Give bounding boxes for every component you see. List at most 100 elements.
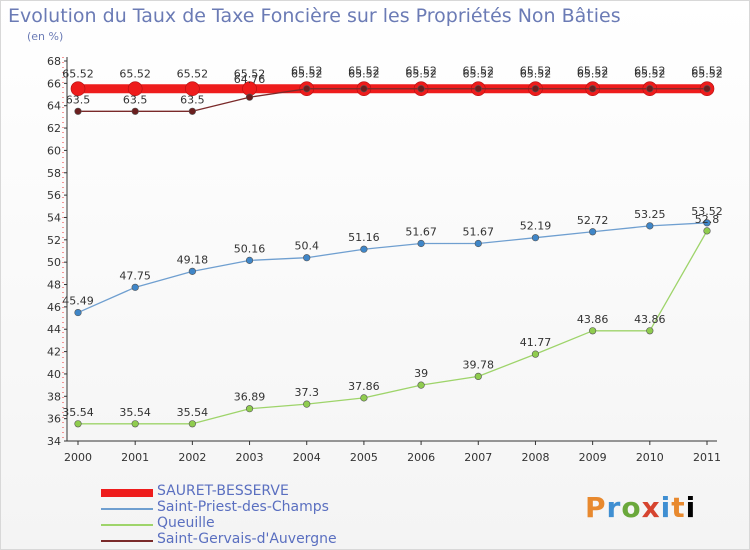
y-tick-label: 62 bbox=[47, 122, 61, 135]
data-label: 39.78 bbox=[463, 358, 495, 371]
legend-swatch bbox=[101, 508, 153, 510]
data-point bbox=[303, 85, 311, 93]
data-label: 51.67 bbox=[405, 226, 437, 239]
x-tick-label: 2004 bbox=[293, 451, 321, 464]
data-point bbox=[646, 327, 654, 335]
x-tick-label: 2011 bbox=[693, 451, 721, 464]
data-label: 65.52 bbox=[405, 65, 437, 78]
data-label: 43.86 bbox=[634, 313, 666, 326]
x-tick-label: 2008 bbox=[521, 451, 549, 464]
series-line bbox=[78, 88, 707, 112]
data-label: 52.72 bbox=[577, 214, 609, 227]
data-label: 65.52 bbox=[291, 68, 323, 81]
y-tick-label: 36 bbox=[47, 413, 61, 426]
data-point bbox=[703, 85, 711, 93]
data-point bbox=[360, 85, 368, 93]
chart-title: Evolution du Taux de Taxe Foncière sur l… bbox=[8, 5, 621, 27]
y-tick-label: 54 bbox=[47, 211, 61, 224]
legend-label: Queuille bbox=[157, 515, 215, 531]
series-line bbox=[78, 230, 708, 425]
legend-swatch bbox=[101, 489, 153, 497]
x-tick-label: 2009 bbox=[579, 451, 607, 464]
data-point bbox=[188, 107, 196, 115]
legend-label: Saint-Gervais-d'Auvergne bbox=[157, 531, 337, 547]
data-label: 52.19 bbox=[520, 220, 552, 233]
y-tick-label: 66 bbox=[47, 77, 61, 90]
data-point bbox=[74, 420, 82, 428]
data-point bbox=[360, 394, 368, 402]
data-label: 65.52 bbox=[177, 68, 209, 81]
legend-label: Saint-Priest-des-Champs bbox=[157, 499, 329, 515]
series-line bbox=[77, 222, 708, 314]
data-point bbox=[531, 234, 540, 242]
data-label: 65.52 bbox=[691, 68, 723, 81]
data-label: 41.77 bbox=[520, 336, 552, 349]
y-tick-label: 50 bbox=[47, 256, 61, 269]
y-tick-label: 34 bbox=[47, 435, 61, 448]
data-point bbox=[703, 227, 711, 235]
data-label: 50.16 bbox=[234, 242, 266, 255]
y-tick-label: 42 bbox=[47, 346, 61, 359]
data-point bbox=[188, 420, 196, 428]
y-tick-label: 64 bbox=[47, 100, 61, 113]
data-point bbox=[703, 219, 711, 227]
x-tick-label: 2006 bbox=[407, 451, 435, 464]
proxiti-logo: Proxiti bbox=[585, 491, 697, 524]
data-label: 47.75 bbox=[119, 269, 151, 282]
data-label: 37.86 bbox=[348, 380, 380, 393]
data-point bbox=[417, 239, 425, 248]
data-label: 43.86 bbox=[577, 313, 609, 326]
data-point bbox=[245, 256, 254, 264]
data-point bbox=[74, 308, 82, 317]
data-label: 65.52 bbox=[62, 68, 94, 81]
data-point bbox=[131, 420, 139, 428]
data-label: 35.54 bbox=[62, 406, 94, 419]
data-label: 51.16 bbox=[348, 231, 380, 244]
data-point bbox=[474, 372, 482, 381]
data-label: 35.54 bbox=[177, 406, 209, 419]
x-tick-label: 2007 bbox=[464, 451, 492, 464]
x-tick-label: 2003 bbox=[236, 451, 264, 464]
data-point bbox=[589, 85, 597, 93]
data-point bbox=[127, 81, 143, 97]
data-point bbox=[360, 245, 368, 253]
data-label: 65.52 bbox=[691, 65, 723, 78]
legend-swatch bbox=[101, 540, 153, 542]
data-label: 63.5 bbox=[66, 93, 91, 106]
data-label: 65.52 bbox=[348, 65, 380, 78]
y-tick-label: 60 bbox=[47, 144, 61, 157]
data-point bbox=[131, 283, 139, 291]
data-point bbox=[70, 81, 86, 97]
legend-swatch bbox=[101, 524, 153, 526]
y-tick-label: 38 bbox=[47, 390, 61, 403]
y-tick-label: 46 bbox=[47, 301, 61, 314]
data-point bbox=[646, 222, 654, 230]
data-label: 53.25 bbox=[634, 208, 666, 221]
data-label: 65.52 bbox=[405, 68, 437, 81]
data-label: 50.4 bbox=[294, 240, 319, 253]
data-label: 65.52 bbox=[463, 68, 495, 81]
data-point bbox=[185, 81, 200, 97]
x-tick-label: 2010 bbox=[636, 451, 664, 464]
data-label: 51.67 bbox=[463, 226, 495, 239]
data-point bbox=[646, 85, 654, 93]
data-label: 49.18 bbox=[177, 253, 209, 266]
data-point bbox=[474, 239, 482, 248]
data-label: 65.52 bbox=[577, 68, 609, 81]
data-label: 65.52 bbox=[634, 68, 666, 81]
data-point bbox=[131, 107, 139, 115]
data-label: 35.54 bbox=[119, 406, 151, 419]
data-point bbox=[303, 254, 311, 262]
data-label: 65.52 bbox=[520, 65, 552, 78]
data-point bbox=[531, 85, 540, 93]
x-tick-label: 2001 bbox=[121, 451, 149, 464]
data-point bbox=[417, 85, 425, 93]
data-point bbox=[589, 228, 597, 236]
data-point bbox=[474, 85, 482, 93]
y-tick-label: 40 bbox=[47, 368, 61, 381]
data-label: 63.5 bbox=[123, 93, 148, 106]
data-point bbox=[417, 381, 425, 389]
data-label: 65.52 bbox=[234, 68, 266, 81]
